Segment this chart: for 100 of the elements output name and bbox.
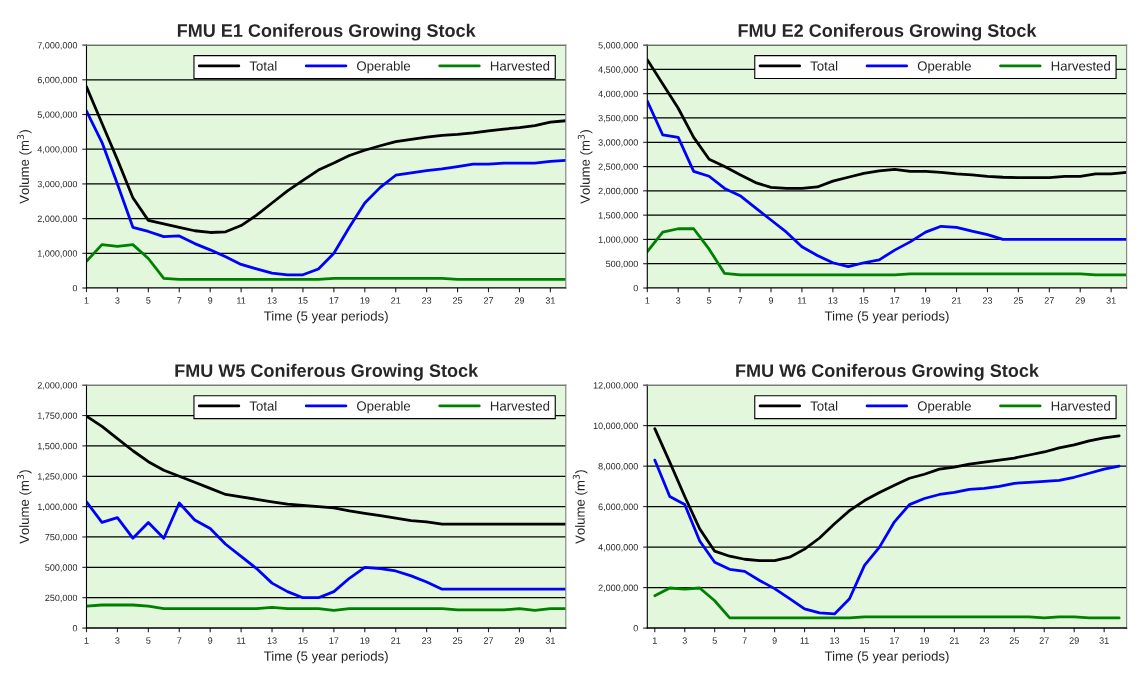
x-axis-title: Time (5 year periods) (264, 651, 388, 664)
x-axis-title: Time (5 year periods) (824, 311, 949, 324)
x-tick-label: 3 (115, 637, 120, 644)
x-tick-label: 23 (979, 637, 989, 644)
legend-label: Total (249, 401, 277, 411)
chart-title: FMU E2 Coniferous Growing Stock (738, 23, 1037, 41)
y-tick-label: 6,000,000 (598, 503, 638, 512)
x-tick-label: 5 (712, 637, 717, 644)
x-tick-label: 21 (391, 297, 401, 304)
line-series (647, 227, 1127, 277)
x-tick-label: 7 (177, 637, 182, 644)
y-tick-label: 1,500,000 (37, 442, 78, 451)
legend-label: Harvested (1051, 60, 1110, 71)
x-tick-label: 11 (800, 637, 809, 644)
x-tick-label: 11 (237, 637, 246, 644)
x-tick-label: 13 (267, 637, 277, 644)
x-tick-label: 15 (298, 297, 308, 304)
y-tick-label: 0 (633, 625, 638, 632)
x-tick-label: 25 (1009, 637, 1019, 644)
x-tick-label: 9 (768, 297, 774, 304)
x-tick-label: 31 (1106, 297, 1116, 304)
y-axis-title: Volume (m$^{3}$) (577, 130, 593, 204)
x-tick-label: 29 (1069, 637, 1079, 644)
y-tick-label: 0 (72, 284, 78, 292)
x-tick-label: 29 (514, 637, 525, 644)
y-tick-label: 2,000,000 (37, 215, 78, 224)
x-tick-label: 25 (453, 297, 463, 304)
y-tick-label: 8,000,000 (598, 463, 638, 471)
x-tick-label: 11 (237, 297, 246, 304)
y-tick-label: 0 (633, 284, 638, 292)
x-tick-label: 5 (146, 297, 151, 304)
chart-title: FMU E1 Coniferous Growing Stock (177, 23, 476, 41)
y-tick-label: 5,000,000 (598, 42, 638, 50)
x-tick-label: 23 (982, 297, 993, 304)
y-tick-label: 3,500,000 (598, 114, 638, 123)
legend-label: Total (249, 60, 277, 71)
x-tick-label: 17 (890, 637, 900, 644)
x-tick-label: 21 (391, 637, 401, 644)
x-tick-label: 1 (652, 637, 657, 644)
y-tick-label: 250,000 (45, 594, 78, 603)
y-tick-label: 1,000,000 (598, 236, 638, 244)
legend-label: Harvested (490, 401, 550, 411)
x-tick-label: 31 (545, 637, 555, 644)
y-tick-label: 1,000,000 (37, 250, 78, 258)
x-tick-label: 9 (208, 297, 213, 304)
line-series (647, 99, 1127, 269)
x-tick-label: 1 (645, 297, 650, 304)
y-tick-label: 4,000,000 (598, 90, 638, 99)
x-tick-label: 31 (545, 297, 555, 304)
x-axis-title: Time (5 year periods) (824, 651, 949, 664)
legend-label: Operable (357, 60, 411, 74)
y-tick-label: 750,000 (45, 533, 78, 542)
y-tick-label: 500,000 (45, 564, 78, 572)
line-series (653, 586, 1121, 620)
legend-label: Total (810, 60, 838, 71)
legend-label: Operable (917, 60, 971, 74)
x-tick-label: 1 (84, 637, 89, 644)
y-tick-label: 4,500,000 (598, 66, 638, 74)
x-tick-label: 19 (360, 297, 370, 304)
legend-label: Operable (917, 401, 971, 414)
line-series (86, 500, 566, 600)
y-tick-label: 4,000,000 (598, 544, 638, 552)
y-tick-label: 3,000,000 (598, 139, 638, 147)
x-tick-label: 23 (422, 637, 432, 644)
x-tick-label: 27 (483, 297, 494, 304)
x-tick-label: 19 (920, 637, 929, 644)
x-tick-label: 5 (707, 297, 712, 304)
y-tick-label: 1,500,000 (598, 212, 638, 220)
x-tick-label: 19 (360, 637, 370, 644)
x-tick-label: 7 (177, 297, 182, 304)
y-axis-title: Volume (m$^{3}$) (16, 130, 32, 204)
chart-title: FMU W6 Coniferous Growing Stock (736, 363, 1039, 381)
x-tick-label: 7 (738, 297, 743, 304)
y-tick-label: 2,000,000 (37, 382, 78, 390)
y-tick-label: 3,000,000 (37, 180, 78, 189)
legend-label: Harvested (1051, 401, 1110, 411)
x-tick-label: 3 (682, 637, 687, 644)
line-series (86, 243, 566, 281)
x-tick-label: 17 (890, 297, 900, 304)
x-tick-label: 31 (1099, 637, 1109, 644)
x-tick-label: 15 (860, 637, 870, 644)
x-axis-title: Time (5 year periods) (264, 311, 388, 324)
x-tick-label: 17 (329, 637, 339, 644)
y-axis-title: Volume (m$^{3}$) (16, 470, 32, 544)
x-tick-label: 9 (208, 637, 213, 644)
x-tick-label: 21 (951, 297, 962, 304)
x-tick-label: 15 (859, 297, 869, 304)
x-tick-label: 25 (1013, 297, 1024, 304)
x-tick-label: 23 (422, 297, 432, 304)
y-tick-label: 1,250,000 (37, 473, 78, 481)
x-tick-label: 27 (1044, 297, 1054, 304)
y-tick-label: 1,750,000 (37, 412, 78, 420)
x-tick-label: 3 (676, 297, 681, 304)
legend-label: Total (810, 401, 838, 411)
x-tick-label: 13 (828, 297, 838, 304)
chart-title: FMU W5 Coniferous Growing Stock (175, 363, 479, 381)
x-tick-label: 11 (797, 297, 807, 304)
line-series (653, 458, 1121, 616)
y-axis-title: Volume (m$^{3}$) (572, 470, 588, 544)
x-tick-label: 29 (1075, 297, 1085, 304)
